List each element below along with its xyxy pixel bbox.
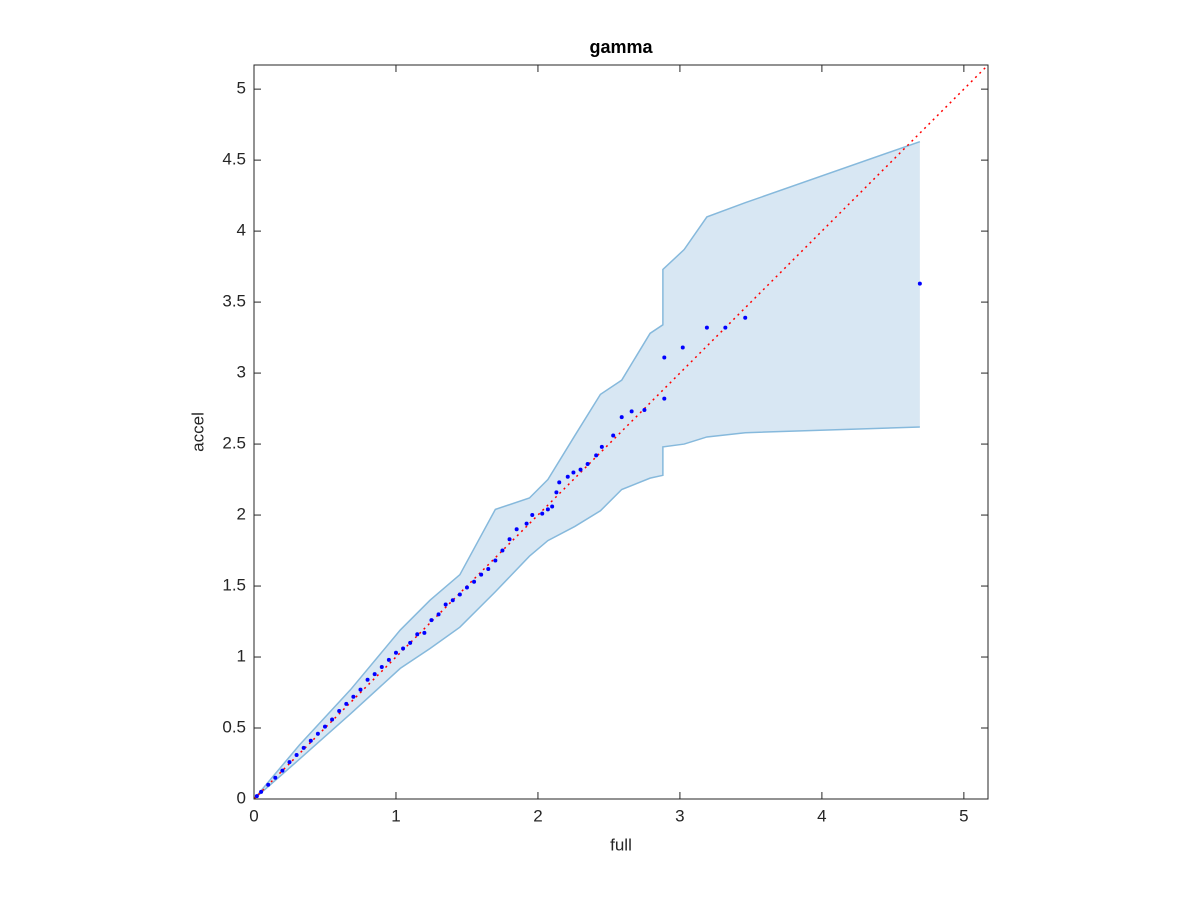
data-point (472, 579, 477, 584)
data-point (917, 281, 922, 286)
data-point (550, 504, 555, 509)
y-tick-label: 4 (237, 221, 246, 240)
y-tick-label: 3.5 (222, 292, 246, 311)
data-point (594, 453, 599, 458)
reference-line (253, 64, 989, 800)
data-point (479, 572, 484, 577)
x-tick-label: 5 (959, 806, 968, 825)
chart-title: gamma (589, 37, 653, 57)
data-point (464, 585, 469, 590)
data-point (500, 548, 505, 553)
data-point (662, 355, 667, 360)
data-point (507, 537, 512, 542)
data-point (642, 407, 647, 412)
y-axis-label: accel (188, 412, 207, 452)
x-tick-label: 2 (533, 806, 542, 825)
y-tick-label: 1 (237, 647, 246, 666)
data-point (386, 657, 391, 662)
data-point (585, 461, 590, 466)
data-point (565, 474, 570, 479)
data-point (450, 598, 455, 603)
y-tick-label: 0.5 (222, 717, 246, 736)
data-point (599, 444, 604, 449)
data-point (408, 640, 413, 645)
data-point (308, 738, 313, 743)
confidence-band (254, 141, 920, 799)
data-point (322, 724, 327, 729)
data-point (337, 708, 342, 713)
data-point (365, 677, 370, 682)
data-point (301, 745, 306, 750)
data-point (571, 470, 576, 475)
data-point (662, 396, 667, 401)
y-tick-label: 4.5 (222, 150, 246, 169)
data-point (457, 592, 462, 597)
x-axis-label: full (610, 835, 632, 854)
data-point (611, 433, 616, 438)
data-point (619, 415, 624, 420)
x-tick-label: 1 (391, 806, 400, 825)
data-point (315, 731, 320, 736)
data-point (401, 646, 406, 651)
data-point (254, 794, 259, 799)
data-point (358, 687, 363, 692)
data-point (629, 409, 634, 414)
data-point (554, 490, 559, 495)
data-point (393, 650, 398, 655)
data-point (330, 717, 335, 722)
axes-box (253, 64, 989, 800)
data-point (524, 521, 529, 526)
data-point (266, 782, 271, 787)
data-point (372, 672, 377, 677)
data-point (415, 632, 420, 637)
data-point (704, 325, 709, 330)
data-point (680, 345, 685, 350)
data-point (493, 558, 498, 563)
data-point (557, 480, 562, 485)
y-tick-label: 0 (237, 788, 246, 807)
data-point (287, 760, 292, 765)
data-point (514, 527, 519, 532)
data-point (486, 567, 491, 572)
band-lower-edge (253, 426, 920, 800)
data-point (344, 701, 349, 706)
data-point (530, 513, 535, 518)
x-tick-label: 4 (817, 806, 826, 825)
data-point (545, 507, 550, 512)
data-point (540, 511, 545, 516)
data-point (443, 602, 448, 607)
y-tick-label: 5 (237, 79, 246, 98)
x-tick-label: 3 (675, 806, 684, 825)
data-point (422, 630, 427, 635)
y-tick-label: 3 (237, 363, 246, 382)
x-tick-label: 0 (249, 806, 258, 825)
data-point (273, 775, 278, 780)
data-point (280, 768, 285, 773)
data-point (723, 325, 728, 330)
data-point (294, 752, 299, 757)
data-point (429, 618, 434, 623)
y-tick-label: 2 (237, 505, 246, 524)
data-point (351, 694, 356, 699)
data-point (436, 612, 441, 617)
band-upper-edge (253, 140, 921, 800)
data-point (743, 315, 748, 320)
data-point (578, 467, 583, 472)
data-point (379, 664, 384, 669)
y-tick-label: 1.5 (222, 576, 246, 595)
y-tick-label: 2.5 (222, 434, 246, 453)
data-point (259, 789, 264, 794)
